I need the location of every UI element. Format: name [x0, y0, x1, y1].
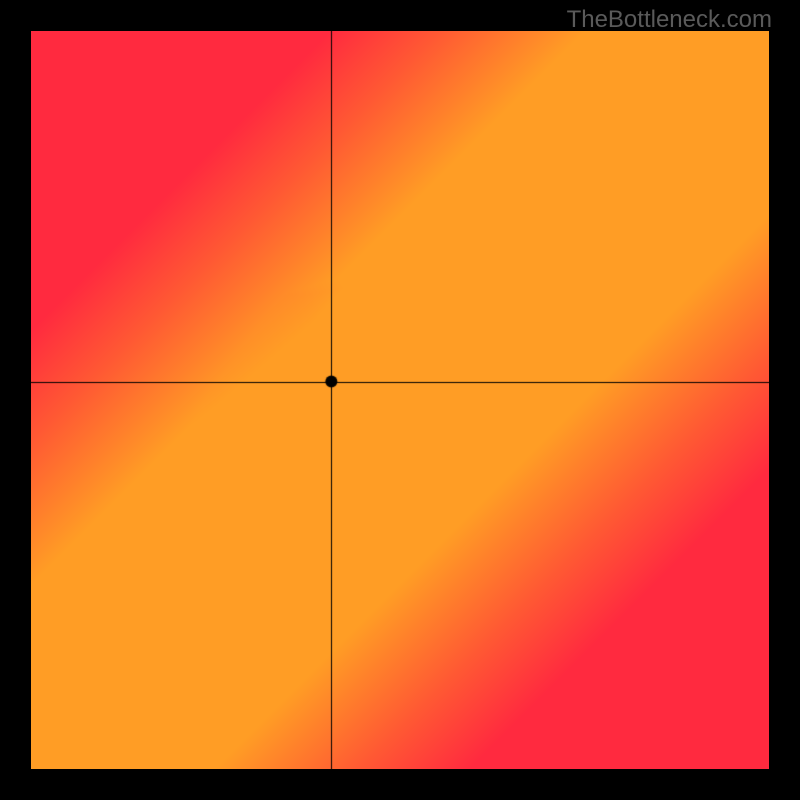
bottleneck-heatmap — [31, 31, 769, 769]
chart-container: TheBottleneck.com — [0, 0, 800, 800]
watermark-text: TheBottleneck.com — [567, 6, 772, 34]
